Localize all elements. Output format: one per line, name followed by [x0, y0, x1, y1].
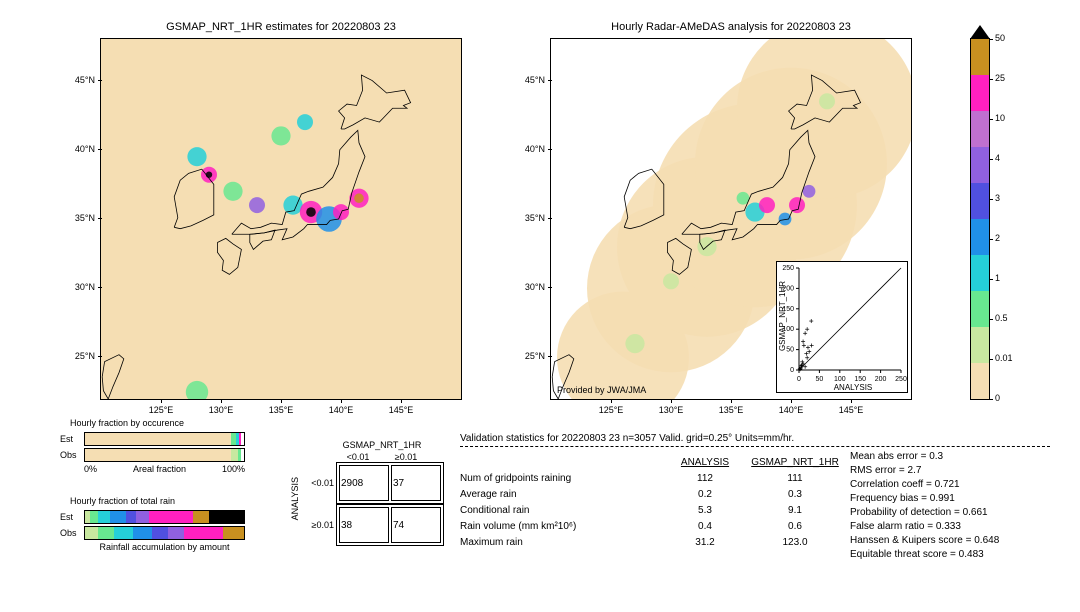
colorbar: 00.010.51234102550: [970, 38, 990, 400]
contingency-table: GSMAP_NRT_1HRANALYSIS<0.01≥0.01<0.012908…: [290, 440, 444, 546]
svg-text:0: 0: [797, 376, 801, 383]
svg-text:250: 250: [782, 265, 794, 272]
right-map: Hourly Radar-AMeDAS analysis for 2022080…: [550, 38, 912, 400]
svg-text:50: 50: [816, 376, 824, 383]
colorbar-over-cap: [970, 25, 990, 39]
right-map-title: Hourly Radar-AMeDAS analysis for 2022080…: [551, 21, 911, 33]
svg-text:200: 200: [875, 376, 887, 383]
hourly-occ-title: Hourly fraction by occurence: [70, 418, 184, 428]
svg-text:50: 50: [786, 347, 794, 354]
validation-title: Validation statistics for 20220803 23 n=…: [460, 433, 1050, 447]
left-map-title: GSMAP_NRT_1HR estimates for 20220803 23: [101, 21, 461, 33]
svg-text:250: 250: [895, 376, 907, 383]
svg-text:100: 100: [834, 376, 846, 383]
hourly-occurrence-panel: Hourly fraction by occurence EstObs0%Are…: [60, 432, 245, 474]
hourly-total-panel: Hourly fraction of total rain EstObsRain…: [60, 510, 245, 552]
svg-text:150: 150: [854, 376, 866, 383]
hourly-tot-title: Hourly fraction of total rain: [70, 496, 175, 506]
attribution-text: Provided by JWA/JMA: [557, 385, 646, 395]
left-map-svg: [101, 39, 461, 399]
left-map: GSMAP_NRT_1HR estimates for 20220803 23 …: [100, 38, 462, 400]
svg-text:0: 0: [790, 367, 794, 374]
svg-text:ANALYSIS: ANALYSIS: [834, 383, 873, 392]
scatter-inset: 005050100100150150200200250250ANALYSISGS…: [776, 261, 908, 393]
metrics-list: Mean abs error = 0.3RMS error = 2.7Corre…: [850, 450, 999, 562]
svg-text:GSMAP_NRT_1HR: GSMAP_NRT_1HR: [778, 281, 787, 351]
stat-table: ANALYSISGSMAP_NRT_1HRNum of gridpoints r…: [460, 455, 840, 551]
